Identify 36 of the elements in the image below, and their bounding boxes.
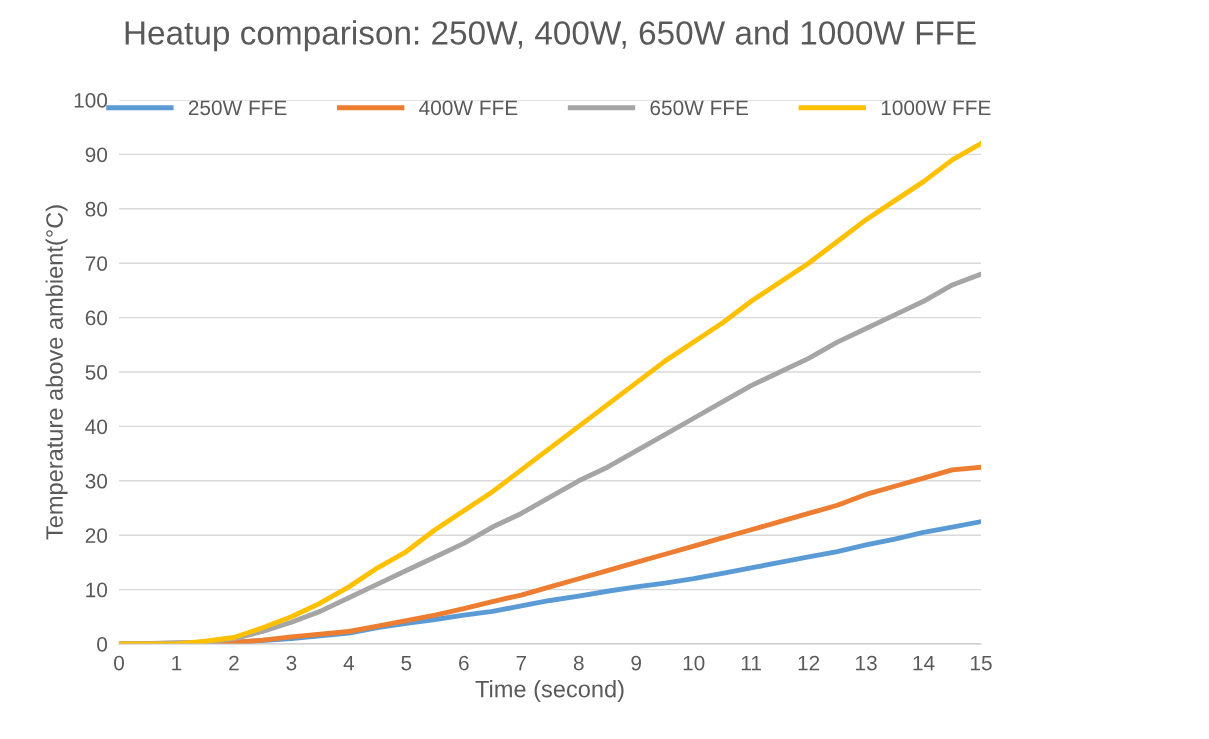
- x-tick-label: 3: [286, 655, 297, 671]
- x-axis-title: Time (second): [475, 680, 624, 703]
- x-tick-label: 8: [573, 655, 584, 671]
- y-tick-label: 20: [85, 528, 108, 543]
- y-tick-label: 70: [85, 256, 108, 271]
- line-series: [119, 271, 981, 644]
- legend-label: 1000W FFE: [881, 100, 991, 116]
- y-tick-label: 90: [85, 147, 108, 163]
- x-tick-label: 14: [913, 655, 935, 671]
- y-tick-label: 60: [85, 310, 108, 326]
- y-tick-label: 80: [85, 201, 108, 217]
- x-tick-label: 5: [401, 655, 412, 671]
- x-tick-label: 1: [172, 655, 182, 671]
- chart-title: Heatup comparison: 250W, 400W, 650W and 1000W FFE: [125, 20, 976, 52]
- legend-label: 400W FFE: [419, 100, 518, 116]
- y-tick-label: 0: [97, 637, 108, 652]
- y-tick-label: 50: [85, 365, 108, 380]
- x-tick-label: 12: [798, 655, 820, 671]
- legend-label: 250W FFE: [188, 100, 287, 116]
- x-tick-label: 11: [741, 655, 761, 671]
- x-tick-label: 10: [683, 655, 705, 671]
- x-tick-label: 7: [516, 655, 527, 671]
- legend-label: 650W FFE: [650, 100, 749, 116]
- y-tick-label: 100: [74, 93, 108, 108]
- x-tick-label: 9: [631, 655, 642, 671]
- x-tick-label: 4: [343, 655, 355, 671]
- line-series: [119, 141, 981, 644]
- x-tick-label: 0: [114, 655, 124, 671]
- y-axis-title: Temperature above ambient(°C): [45, 205, 68, 540]
- y-tick-label: 40: [85, 419, 108, 435]
- x-tick-label: 13: [856, 655, 877, 671]
- y-tick-label: 30: [85, 473, 108, 489]
- x-tick-label: 6: [459, 655, 469, 671]
- x-tick-label: 2: [229, 655, 239, 671]
- x-tick-label: 15: [971, 655, 992, 671]
- y-tick-label: 10: [86, 582, 108, 598]
